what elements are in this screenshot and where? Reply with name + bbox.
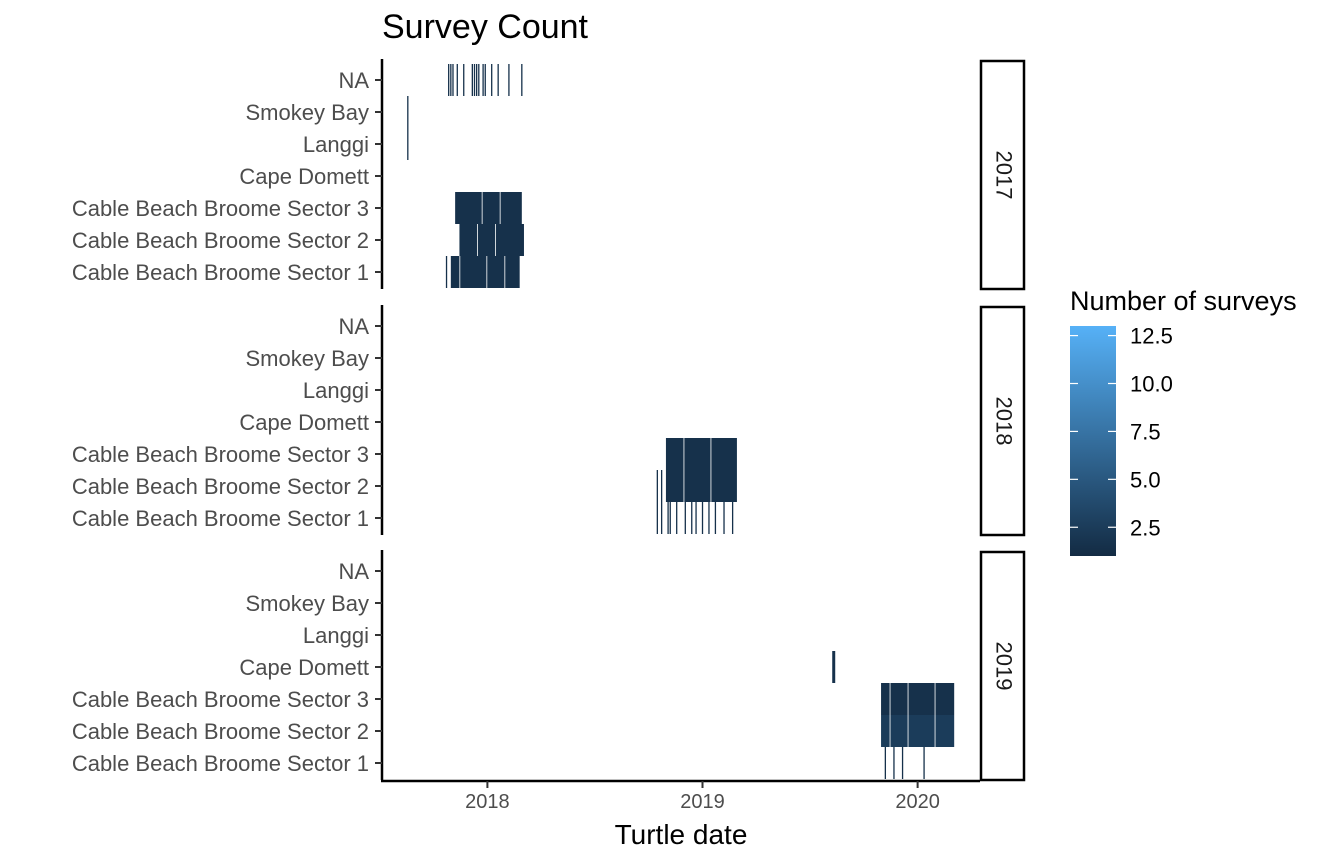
x-tick-label-2019: 2019 — [680, 791, 725, 813]
heat-tile — [473, 64, 476, 96]
heat-band — [881, 715, 955, 747]
y-tick-label-langgi: Langgi — [303, 132, 369, 157]
heat-band — [455, 192, 522, 224]
y-tick-label-cape-domett: Cape Domett — [239, 164, 369, 189]
legend-ticks: 2.5 5.0 7.5 10.0 12.5 — [1070, 324, 1173, 540]
heat-tile — [463, 64, 465, 96]
heat-tile — [695, 502, 697, 534]
heat-tile — [884, 747, 887, 779]
chart-title: Survey Count — [382, 8, 589, 46]
legend-colorbar — [1070, 326, 1116, 556]
heat-tile — [708, 502, 710, 534]
heat-band — [450, 256, 520, 288]
heat-tile — [669, 502, 671, 534]
heat-tile — [448, 64, 450, 96]
heat-tile — [714, 502, 717, 534]
facet-strip-label-2017: 2017 — [992, 151, 1017, 200]
heat-tile — [407, 96, 409, 128]
legend-tick-label: 10.0 — [1130, 372, 1173, 397]
x-tick-label-2020: 2020 — [895, 791, 940, 813]
y-tick-label-cable-beach-broome-sector-1: Cable Beach Broome Sector 1 — [72, 751, 369, 776]
x-tick-label-2018: 2018 — [465, 791, 510, 813]
facet-strip — [979, 550, 1026, 782]
heat-tile — [656, 502, 658, 534]
heat-band — [665, 470, 737, 502]
y-tick-label-na: NA — [338, 559, 369, 584]
y-tick-label-cable-beach-broome-sector-2: Cable Beach Broome Sector 2 — [72, 474, 369, 499]
heat-tile — [491, 64, 493, 96]
facet-strip — [979, 305, 1026, 537]
facet-panel-2018: NA Smokey Bay Langgi Cape Domett Cable Beach… — [72, 305, 1026, 537]
heat-band — [459, 224, 524, 256]
heat-tile — [731, 502, 734, 534]
heat-tile — [407, 128, 409, 160]
y-tick-label-cape-domett: Cape Domett — [239, 410, 369, 435]
facet-panels: NA Smokey Bay Langgi Cape Domett Cable Beach… — [72, 59, 1026, 782]
legend-tick-label: 7.5 — [1130, 419, 1161, 444]
heat-tile — [450, 64, 452, 96]
facet-strip-label-2019: 2019 — [992, 642, 1017, 691]
y-tick-label-na: NA — [338, 68, 369, 93]
heat-tile — [901, 747, 904, 779]
legend-tick-label: 5.0 — [1130, 467, 1161, 492]
y-tick-label-cable-beach-broome-sector-3: Cable Beach Broome Sector 3 — [72, 442, 369, 467]
heat-tile — [475, 64, 478, 96]
heat-tile — [660, 502, 663, 534]
heat-tile — [497, 64, 499, 96]
heat-tile — [484, 64, 486, 96]
heat-tile — [456, 64, 458, 96]
heat-band — [665, 438, 737, 470]
heat-tile — [667, 502, 669, 534]
heat-tile — [893, 747, 895, 779]
y-tick-label-cable-beach-broome-sector-1: Cable Beach Broome Sector 1 — [72, 260, 369, 285]
heat-tile — [676, 502, 678, 534]
heat-tile — [508, 64, 510, 96]
y-tick-label-cable-beach-broome-sector-2: Cable Beach Broome Sector 2 — [72, 719, 369, 744]
heat-tile — [656, 470, 658, 502]
heat-tile — [701, 502, 704, 534]
heat-band — [881, 683, 955, 715]
heat-tile — [445, 256, 448, 288]
y-tick-label-na: NA — [338, 314, 369, 339]
legend-title: Number of surveys — [1070, 286, 1297, 316]
y-tick-label-langgi: Langgi — [303, 378, 369, 403]
facet-strip — [979, 59, 1026, 291]
facet-panel-2019: NA Smokey Bay Langgi Cape Domett Cable Beach… — [72, 550, 1026, 782]
y-tick-label-cape-domett: Cape Domett — [239, 655, 369, 680]
heat-tile — [482, 64, 484, 96]
heat-tile — [521, 64, 523, 96]
heat-tile — [923, 747, 925, 779]
x-axis: 2018 2019 2020 — [381, 779, 980, 813]
heat-tile — [452, 64, 454, 96]
y-tick-label-cable-beach-broome-sector-1: Cable Beach Broome Sector 1 — [72, 506, 369, 531]
y-tick-label-smokey-bay: Smokey Bay — [246, 100, 370, 125]
heat-tile — [684, 502, 686, 534]
facet-panel-2017: NA Smokey Bay Langgi Cape Domett Cable Beach… — [72, 59, 1026, 291]
legend-tick-label: 2.5 — [1130, 515, 1161, 540]
y-tick-label-langgi: Langgi — [303, 623, 369, 648]
facet-strip-label-2018: 2018 — [992, 397, 1017, 446]
y-tick-label-cable-beach-broome-sector-3: Cable Beach Broome Sector 3 — [72, 196, 369, 221]
heat-tile — [471, 64, 473, 96]
y-tick-label-cable-beach-broome-sector-2: Cable Beach Broome Sector 2 — [72, 228, 369, 253]
y-tick-label-cable-beach-broome-sector-3: Cable Beach Broome Sector 3 — [72, 687, 369, 712]
heat-tile — [832, 651, 836, 683]
legend: Number of surveys 2.5 5.0 7.5 10.0 12.5 — [1070, 286, 1297, 556]
y-tick-label-smokey-bay: Smokey Bay — [246, 591, 370, 616]
legend-tick-label: 12.5 — [1130, 324, 1173, 349]
x-axis-title: Turtle date — [615, 819, 748, 850]
heat-tile — [478, 64, 480, 96]
heat-tile — [723, 502, 725, 534]
heat-tile — [691, 502, 693, 534]
heat-tile — [660, 470, 663, 502]
y-tick-label-smokey-bay: Smokey Bay — [246, 346, 370, 371]
